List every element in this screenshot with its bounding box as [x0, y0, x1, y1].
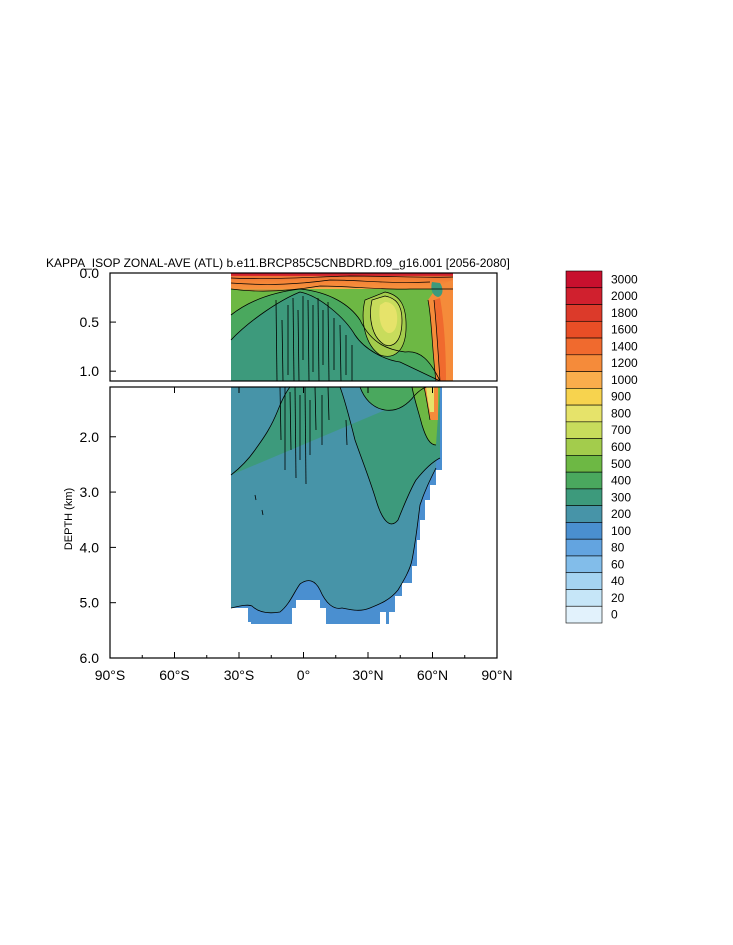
x-tick-label: 30°S	[224, 667, 255, 683]
colorbar-label: 900	[611, 390, 631, 404]
colorbar-label: 60	[611, 557, 625, 571]
colorbar-label: 1400	[611, 339, 638, 353]
colorbar-swatch	[566, 472, 602, 489]
colorbar: 3000200018001600140012001000900800700600…	[566, 271, 638, 623]
x-tick-label: 90°S	[95, 667, 126, 683]
colorbar-label: 700	[611, 423, 631, 437]
colorbar-swatch	[566, 439, 602, 456]
y-tick-label: 4.0	[80, 539, 100, 555]
y-tick-label: 5.0	[80, 595, 100, 611]
colorbar-swatch	[566, 405, 602, 422]
colorbar-label: 500	[611, 457, 631, 471]
colorbar-label: 1800	[611, 306, 638, 320]
x-tick-label: 90°N	[481, 667, 512, 683]
colorbar-label: 200	[611, 507, 631, 521]
x-tick-label: 30°N	[352, 667, 383, 683]
colorbar-label: 3000	[611, 272, 638, 286]
colorbar-label: 400	[611, 474, 631, 488]
colorbar-swatch	[566, 589, 602, 606]
y-tick-label: 1.0	[80, 363, 100, 379]
colorbar-label: 300	[611, 490, 631, 504]
colorbar-label: 100	[611, 524, 631, 538]
colorbar-swatch	[566, 455, 602, 472]
colorbar-label: 40	[611, 574, 625, 588]
y-tick-label: 3.0	[80, 484, 100, 500]
colorbar-label: 1000	[611, 373, 638, 387]
colorbar-swatch	[566, 556, 602, 573]
y-tick-label: 0.0	[80, 265, 100, 281]
y-tick-label: 2.0	[80, 429, 100, 445]
y-axis-label: DEPTH (km)	[63, 488, 75, 550]
colorbar-label: 0	[611, 608, 618, 622]
colorbar-label: 800	[611, 406, 631, 420]
upper-panel-field	[231, 273, 453, 381]
colorbar-swatch	[566, 338, 602, 355]
colorbar-swatch	[566, 422, 602, 439]
colorbar-swatch	[566, 489, 602, 506]
x-tick-label: 60°N	[417, 667, 448, 683]
colorbar-swatch	[566, 522, 602, 539]
colorbar-swatch	[566, 305, 602, 322]
colorbar-label: 1200	[611, 356, 638, 370]
colorbar-swatch	[566, 321, 602, 338]
colorbar-label: 20	[611, 591, 625, 605]
colorbar-label: 80	[611, 541, 625, 555]
colorbar-swatch	[566, 539, 602, 556]
colorbar-swatch	[566, 388, 602, 405]
colorbar-swatch	[566, 606, 602, 623]
chart-title: KAPPA_ISOP ZONAL-AVE (ATL) b.e11.BRCP85C…	[46, 256, 510, 270]
x-tick-label: 0°	[297, 667, 310, 683]
colorbar-swatch	[566, 506, 602, 523]
colorbar-swatch	[566, 271, 602, 288]
colorbar-label: 600	[611, 440, 631, 454]
colorbar-swatch	[566, 372, 602, 389]
colorbar-label: 2000	[611, 289, 638, 303]
colorbar-swatch	[566, 288, 602, 305]
y-tick-label: 0.5	[80, 314, 100, 330]
x-tick-label: 60°S	[159, 667, 190, 683]
colorbar-label: 1600	[611, 323, 638, 337]
colorbar-swatch	[566, 355, 602, 372]
y-tick-label: 6.0	[80, 650, 100, 666]
colorbar-swatch	[566, 573, 602, 590]
lower-panel-field	[231, 387, 453, 658]
